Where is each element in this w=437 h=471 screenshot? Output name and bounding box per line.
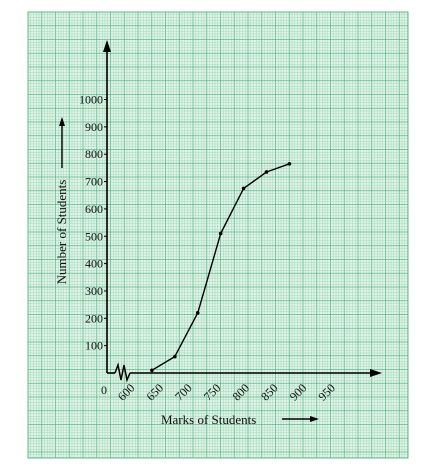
x-title-arrowhead [310, 416, 319, 422]
data-point [173, 354, 177, 359]
x-axis-arrowhead [370, 369, 382, 377]
y-tick-label: 800 [85, 147, 103, 161]
y-tick-label: 300 [85, 284, 103, 298]
origin-label: 0 [101, 383, 107, 397]
y-tick-label: 200 [85, 311, 103, 325]
x-axis-break-zigzag [114, 362, 131, 383]
y-axis-arrowhead [103, 40, 111, 52]
data-series [150, 161, 292, 373]
axes [59, 40, 382, 422]
graph-paper-border [27, 11, 409, 459]
data-point [264, 170, 269, 174]
data-point [195, 311, 200, 315]
y-tick-label: 600 [85, 202, 103, 216]
y-title-arrowhead [59, 117, 65, 126]
data-point [150, 368, 154, 373]
y-tick-label: 700 [85, 175, 103, 189]
y-tick-label: 500 [85, 229, 103, 243]
x-axis-title: Marks of Students [161, 412, 256, 427]
data-point [241, 186, 246, 191]
y-tick-label: 100 [85, 339, 103, 353]
y-tick-label: 400 [85, 257, 103, 271]
graph-paper-grid [27, 11, 409, 459]
y-tick-label: 900 [85, 120, 103, 134]
data-point [287, 161, 292, 166]
y-tick-label: 1000 [79, 93, 103, 107]
data-point [218, 231, 223, 236]
y-axis-title: Number of Students [54, 180, 69, 285]
